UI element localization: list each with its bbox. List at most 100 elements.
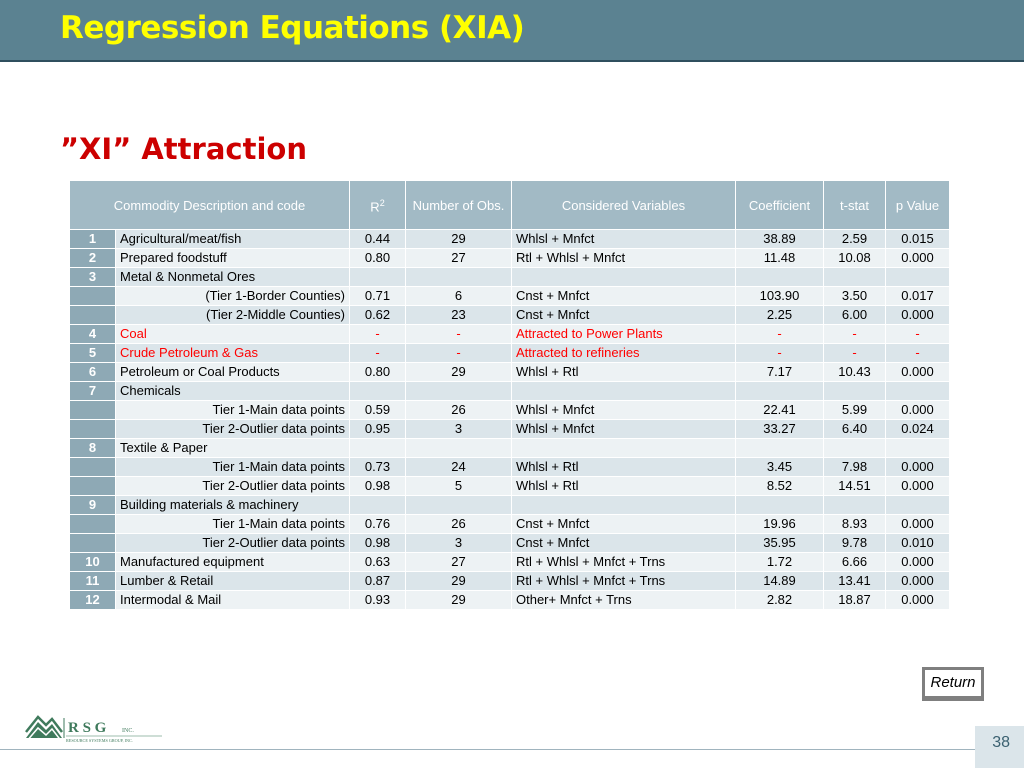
cell-obs: -: [405, 324, 512, 344]
cell-variables: [511, 495, 736, 515]
title-bar: Regression Equations (XIA): [0, 0, 1024, 62]
cell-r2: 0.59: [349, 400, 406, 420]
table-row: (Tier 2-Middle Counties) 0.62 23 Cnst + Mnf…: [69, 305, 950, 325]
cell-description: Coal: [115, 324, 350, 344]
cell-tstat: 18.87: [823, 590, 886, 610]
cell-pvalue: -: [885, 324, 950, 344]
logo-tagline: RESOURCE SYSTEMS GROUP, INC.: [66, 738, 133, 744]
cell-variables: Whlsl + Rtl: [511, 476, 736, 496]
cell-coefficient: 22.41: [735, 400, 824, 420]
cell-r2: [349, 267, 406, 287]
cell-r2: 0.62: [349, 305, 406, 325]
return-button-label: Return: [925, 670, 981, 696]
cell-coefficient: -: [735, 343, 824, 363]
return-button[interactable]: Return: [922, 667, 984, 701]
cell-code: 2: [69, 248, 116, 268]
slide-subtitle: ”XI” Attraction: [60, 132, 307, 166]
cell-pvalue: 0.024: [885, 419, 950, 439]
cell-description: Tier 1-Main data points: [115, 457, 350, 477]
cell-coefficient: 19.96: [735, 514, 824, 534]
page-number: 38: [992, 734, 1010, 751]
cell-obs: 3: [405, 419, 512, 439]
cell-tstat: 9.78: [823, 533, 886, 553]
cell-coefficient: 2.82: [735, 590, 824, 610]
cell-r2: [349, 438, 406, 458]
cell-variables: [511, 438, 736, 458]
cell-description: (Tier 2-Middle Counties): [115, 305, 350, 325]
rsg-logo-graphic: R S G INC. RESOURCE SYSTEMS GROUP, INC.: [25, 715, 162, 744]
cell-variables: Cnst + Mnfct: [511, 286, 736, 306]
header-coefficient: Coefficient: [735, 180, 824, 230]
cell-obs: -: [405, 343, 512, 363]
header-r2-sup: 2: [379, 197, 385, 208]
cell-variables: Whlsl + Mnfct: [511, 400, 736, 420]
cell-description: Lumber & Retail: [115, 571, 350, 591]
header-pvalue: p Value: [885, 180, 950, 230]
cell-pvalue: 0.015: [885, 229, 950, 249]
table-row: 5 Crude Petroleum & Gas - - Attracted to ref…: [69, 343, 950, 363]
table-row: 4 Coal - - Attracted to Power Plants - - -: [69, 324, 950, 344]
cell-obs: 23: [405, 305, 512, 325]
cell-pvalue: 0.000: [885, 476, 950, 496]
cell-variables: Whlsl + Rtl: [511, 362, 736, 382]
cell-coefficient: [735, 381, 824, 401]
cell-tstat: 6.66: [823, 552, 886, 572]
cell-obs: 3: [405, 533, 512, 553]
cell-coefficient: 35.95: [735, 533, 824, 553]
cell-coefficient: 14.89: [735, 571, 824, 591]
cell-r2: 0.44: [349, 229, 406, 249]
cell-variables: Whlsl + Rtl: [511, 457, 736, 477]
cell-tstat: -: [823, 324, 886, 344]
cell-tstat: 8.93: [823, 514, 886, 534]
cell-code: [69, 305, 116, 325]
cell-description: Tier 1-Main data points: [115, 514, 350, 534]
cell-obs: 27: [405, 248, 512, 268]
cell-tstat: 14.51: [823, 476, 886, 496]
table-header-row: Commodity Description and code R2 Number…: [69, 180, 950, 230]
cell-code: [69, 400, 116, 420]
cell-code: [69, 457, 116, 477]
cell-code: 1: [69, 229, 116, 249]
cell-coefficient: 33.27: [735, 419, 824, 439]
cell-pvalue: 0.000: [885, 552, 950, 572]
cell-code: 10: [69, 552, 116, 572]
cell-code: 9: [69, 495, 116, 515]
cell-description: Textile & Paper: [115, 438, 350, 458]
cell-variables: Cnst + Mnfct: [511, 514, 736, 534]
cell-description: Manufactured equipment: [115, 552, 350, 572]
header-commodity: Commodity Description and code: [69, 180, 350, 230]
cell-code: 12: [69, 590, 116, 610]
cell-description: Tier 2-Outlier data points: [115, 419, 350, 439]
cell-code: [69, 419, 116, 439]
cell-variables: Other+ Mnfct + Trns: [511, 590, 736, 610]
cell-r2: 0.93: [349, 590, 406, 610]
cell-variables: Rtl + Whlsl + Mnfct + Trns: [511, 552, 736, 572]
header-obs: Number of Obs.: [405, 180, 512, 230]
table-row: Tier 2-Outlier data points 0.98 5 Whlsl + R…: [69, 476, 950, 496]
cell-tstat: 10.08: [823, 248, 886, 268]
logo-letters: R S G: [68, 720, 107, 736]
cell-pvalue: 0.000: [885, 305, 950, 325]
cell-tstat: [823, 381, 886, 401]
cell-r2: [349, 495, 406, 515]
cell-r2: -: [349, 343, 406, 363]
cell-variables: Whlsl + Mnfct: [511, 419, 736, 439]
rsg-logo: R S G INC. RESOURCE SYSTEMS GROUP, INC.: [24, 708, 164, 744]
page-number-box: 38: [975, 726, 1024, 768]
cell-description: Building materials & machinery: [115, 495, 350, 515]
cell-coefficient: 1.72: [735, 552, 824, 572]
cell-pvalue: [885, 495, 950, 515]
logo-suffix: INC.: [122, 728, 134, 734]
cell-r2: 0.98: [349, 533, 406, 553]
cell-r2: 0.87: [349, 571, 406, 591]
table-row: 11 Lumber & Retail 0.87 29 Rtl + Whlsl + Mnf…: [69, 571, 950, 591]
cell-pvalue: 0.000: [885, 457, 950, 477]
cell-obs: 29: [405, 362, 512, 382]
cell-code: 4: [69, 324, 116, 344]
regression-table: Commodity Description and code R2 Number…: [69, 180, 950, 610]
table-row: Tier 1-Main data points 0.73 24 Whlsl + Rtl…: [69, 457, 950, 477]
cell-variables: Attracted to refineries: [511, 343, 736, 363]
table-row: Tier 2-Outlier data points 0.98 3 Cnst + Mn…: [69, 533, 950, 553]
cell-tstat: 3.50: [823, 286, 886, 306]
cell-code: 11: [69, 571, 116, 591]
